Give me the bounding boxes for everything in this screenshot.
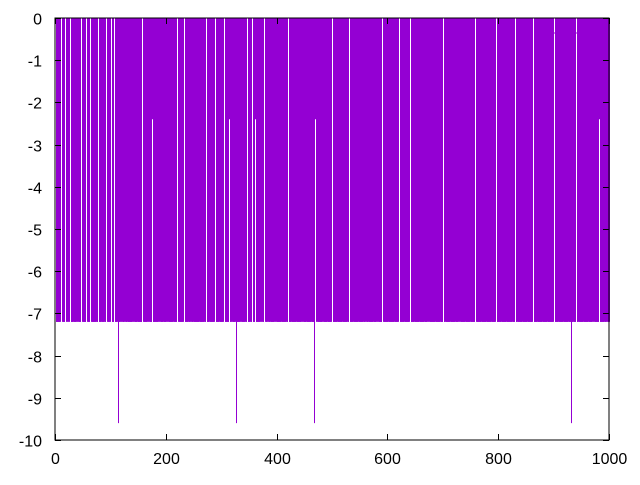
y-tick-label: -3: [28, 139, 42, 156]
y-tick-label: -6: [28, 265, 42, 282]
y-tick-label: 0: [33, 12, 42, 29]
y-tick-label: -7: [28, 307, 42, 324]
x-axis: 0 200 400 600 800 1000: [51, 18, 627, 468]
x-tick-label: 200: [153, 451, 180, 468]
x-tick-label: 600: [374, 451, 401, 468]
impulse-series: [56, 18, 610, 424]
y-tick-label: -1: [28, 54, 42, 71]
y-tick-label: -4: [28, 181, 42, 198]
y-tick-label: -8: [28, 350, 42, 367]
y-axis: 0 -1 -2 -3 -4 -5 -6 -7 -8 -9 -10: [19, 12, 609, 451]
y-tick-label: -9: [28, 392, 42, 409]
y-tick-label: -5: [28, 223, 42, 240]
x-tick-label: 400: [264, 451, 291, 468]
y-tick-label: -10: [19, 434, 42, 451]
x-tick-label: 0: [51, 451, 60, 468]
x-tick-label: 1000: [592, 451, 628, 468]
y-tick-label: -2: [28, 96, 42, 113]
x-tick-label: 800: [485, 451, 512, 468]
